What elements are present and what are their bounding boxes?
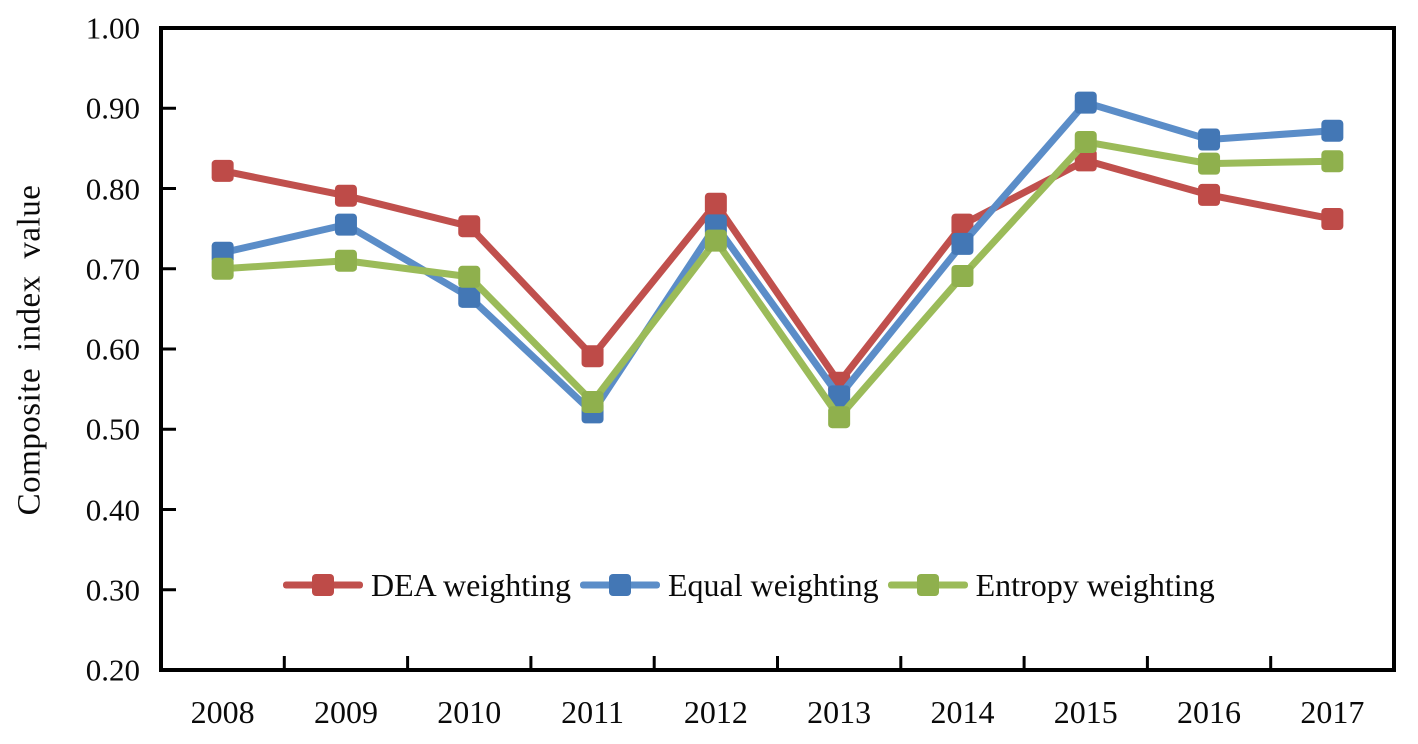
legend-marker-icon [283, 573, 363, 597]
data-point-dea-weighting-2009 [334, 184, 357, 207]
data-point-dea-weighting-2010 [458, 215, 481, 238]
series-line-dea-weighting [219, 156, 1336, 387]
data-point-dea-weighting-2015 [1074, 149, 1097, 172]
data-point-dea-weighting-2011 [581, 345, 604, 368]
data-point-entropy-weighting-2010 [458, 265, 481, 288]
x-tick-label: 2009 [313, 694, 378, 730]
legend-marker-icon [887, 573, 968, 597]
y-tick-label: 0.90 [85, 90, 140, 126]
legend-item-entropy-weighting: Entropy weighting [887, 567, 1215, 603]
series-line-equal-weighting [219, 99, 1336, 416]
x-tick-label: 2010 [437, 694, 502, 730]
data-point-equal-weighting-2013 [828, 385, 851, 408]
y-tick-label: 1.00 [85, 10, 140, 46]
data-point-equal-weighting-2016 [1198, 128, 1221, 151]
x-tick-label: 2016 [1177, 694, 1242, 730]
data-point-equal-weighting-2009 [334, 213, 357, 236]
y-tick-label: 0.80 [85, 171, 140, 206]
y-tick-label: 0.60 [85, 331, 140, 367]
data-point-entropy-weighting-2008 [211, 257, 234, 280]
legend-marker-icon [579, 573, 660, 597]
y-tick-label: 0.70 [85, 251, 140, 287]
legend-item-equal-weighting: Equal weighting [579, 567, 879, 603]
x-tick-label: 2011 [561, 694, 624, 730]
y-tick-label: 0.40 [85, 492, 140, 527]
data-point-entropy-weighting-2012 [704, 229, 727, 252]
data-point-equal-weighting-2010 [458, 285, 481, 308]
data-point-entropy-weighting-2016 [1198, 152, 1221, 175]
data-point-dea-weighting-2008 [211, 159, 234, 182]
data-point-entropy-weighting-2014 [951, 264, 974, 287]
data-point-entropy-weighting-2013 [828, 406, 851, 429]
x-tick-label: 2013 [807, 694, 872, 730]
data-point-equal-weighting-2017 [1321, 119, 1344, 142]
data-point-entropy-weighting-2011 [581, 390, 604, 413]
series-line-entropy-weighting [219, 138, 1336, 421]
data-point-dea-weighting-2014 [951, 213, 974, 236]
legend-label: Equal weighting [667, 567, 879, 603]
y-tick-label: 0.50 [85, 411, 140, 447]
y-tick-label: 0.20 [85, 652, 140, 688]
data-point-dea-weighting-2012 [704, 192, 727, 215]
legend-label: DEA weighting [371, 567, 571, 603]
data-point-entropy-weighting-2015 [1074, 130, 1097, 153]
data-point-equal-weighting-2014 [951, 232, 974, 255]
data-point-entropy-weighting-2009 [334, 249, 357, 272]
x-tick-label: 2008 [190, 694, 255, 730]
x-tick-label: 2015 [1053, 694, 1118, 730]
legend-item-dea-weighting: DEA weighting [283, 569, 571, 601]
x-tick-label: 2012 [683, 694, 748, 730]
chart-legend: DEA weighting Equal weighting Entropy weig… [283, 569, 1215, 601]
data-point-dea-weighting-2017 [1321, 207, 1344, 230]
legend-label: Entropy weighting [975, 567, 1215, 603]
data-point-entropy-weighting-2017 [1321, 150, 1344, 173]
data-point-equal-weighting-2015 [1074, 91, 1097, 114]
data-point-dea-weighting-2016 [1198, 183, 1221, 206]
x-tick-label: 2014 [930, 694, 995, 730]
x-tick-label: 2017 [1300, 694, 1365, 730]
y-tick-label: 0.30 [85, 572, 140, 608]
